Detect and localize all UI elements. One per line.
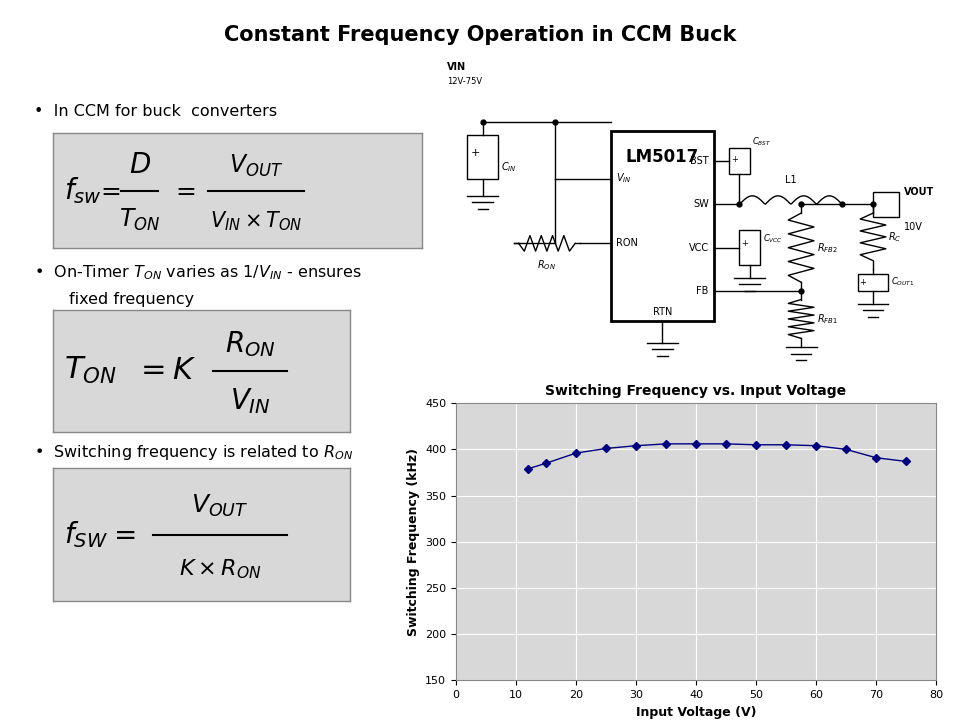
Text: +: + [470,148,480,158]
Text: 12V-75V: 12V-75V [446,77,482,86]
Text: $C_{IN}$: $C_{IN}$ [501,161,516,174]
Text: $R_{ON}$: $R_{ON}$ [225,329,276,359]
Text: $V_{IN} \times T_{ON}$: $V_{IN} \times T_{ON}$ [210,209,302,233]
Text: $C_{VCC}$: $C_{VCC}$ [762,233,782,246]
Text: $V_{OUT}$: $V_{OUT}$ [228,153,283,179]
Bar [873,192,899,217]
Text: RTN: RTN [653,307,672,318]
Text: LM5017: LM5017 [626,148,699,166]
Text: VOUT: VOUT [904,187,934,197]
Text: $V_{IN}$: $V_{IN}$ [616,171,632,186]
Text: $f_{sw}$: $f_{sw}$ [64,176,102,206]
Text: $R_{ON}$: $R_{ON}$ [538,258,557,272]
Y-axis label: Switching Frequency (kHz): Switching Frequency (kHz) [407,448,420,636]
Text: L1: L1 [785,175,797,185]
Text: $=$: $=$ [108,521,135,548]
Text: •  Switching frequency is related to $R_{ON}$: • Switching frequency is related to $R_{… [34,443,352,462]
Text: $R_{FB2}$: $R_{FB2}$ [817,240,837,255]
Text: $C_{BST}$: $C_{BST}$ [753,136,772,148]
Text: $C_{OUT1}$: $C_{OUT1}$ [891,276,915,289]
Text: BST: BST [690,156,708,166]
Bar [612,131,714,321]
Text: $= K$: $= K$ [134,355,196,387]
Text: $=$: $=$ [96,179,121,202]
Text: $T_{ON}$: $T_{ON}$ [119,207,160,233]
Text: $V_{IN}$: $V_{IN}$ [229,387,271,416]
Text: VCC: VCC [688,243,708,253]
Text: RON: RON [616,238,638,248]
Text: +: + [741,239,748,248]
Text: +: + [859,278,866,287]
Text: Constant Frequency Operation in CCM Buck: Constant Frequency Operation in CCM Buck [224,25,736,45]
Text: •  In CCM for buck  converters: • In CCM for buck converters [34,104,276,120]
Text: SW: SW [693,199,708,210]
Text: 10V: 10V [904,222,923,232]
Text: $T_{ON}$: $T_{ON}$ [64,355,117,387]
Title: Switching Frequency vs. Input Voltage: Switching Frequency vs. Input Voltage [545,384,847,398]
Bar [730,148,750,174]
Text: +: + [731,155,738,163]
Bar [739,230,760,265]
Text: $f_{SW}$: $f_{SW}$ [64,519,108,550]
Text: $V_{OUT}$: $V_{OUT}$ [191,492,249,519]
Text: VIN: VIN [446,62,466,72]
Text: fixed frequency: fixed frequency [69,292,194,307]
Text: $R_C$: $R_C$ [888,230,901,244]
X-axis label: Input Voltage (V): Input Voltage (V) [636,706,756,719]
Bar [468,135,498,179]
Text: $R_{FB1}$: $R_{FB1}$ [817,312,837,326]
Text: $K \times R_{ON}$: $K \times R_{ON}$ [179,557,261,581]
Bar [857,274,888,291]
Text: $=$: $=$ [172,179,197,202]
Text: $D$: $D$ [129,153,151,179]
Text: FB: FB [696,286,708,296]
Text: •  On-Timer $T_{ON}$ varies as $1/V_{IN}$ - ensures: • On-Timer $T_{ON}$ varies as $1/V_{IN}$… [34,263,361,282]
